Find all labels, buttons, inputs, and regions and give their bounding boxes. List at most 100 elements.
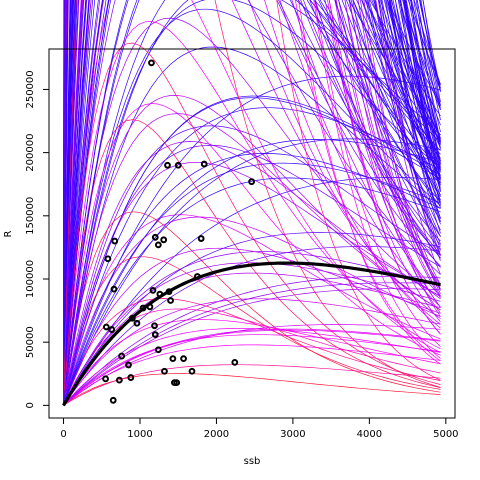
ensemble-curve — [63, 0, 441, 406]
ensemble-curve — [63, 328, 441, 406]
data-point — [139, 304, 147, 312]
ensemble-curve — [63, 0, 441, 406]
ensemble-curve — [63, 298, 441, 406]
ensemble-curve — [63, 144, 441, 406]
ensemble-curve — [63, 211, 441, 406]
data-point — [110, 285, 118, 293]
ensemble-curve — [63, 0, 441, 406]
ensemble-curve — [63, 0, 441, 406]
ensemble-curve — [63, 364, 441, 406]
x-axis-title: ssb — [244, 456, 261, 467]
data-point — [109, 396, 117, 404]
data-point — [151, 331, 159, 338]
data-point — [118, 352, 126, 360]
data-point — [174, 161, 182, 169]
ensemble-curve — [63, 0, 441, 406]
ensemble-curve — [63, 138, 441, 406]
data-point — [188, 367, 196, 375]
data-point — [133, 319, 141, 327]
ensemble-curve — [63, 0, 441, 406]
data-point — [173, 379, 181, 387]
ensemble-curve — [63, 0, 441, 406]
ensemble-curve — [63, 97, 441, 406]
data-point — [165, 288, 173, 296]
ensemble-curve — [63, 0, 441, 406]
ensemble-curve — [63, 0, 441, 406]
ensemble-curves — [63, 0, 441, 406]
ensemble-curve — [63, 0, 441, 406]
ensemble-curve — [63, 0, 441, 406]
ensemble-curve — [63, 328, 441, 406]
data-point — [248, 178, 256, 186]
y-tick-label: 100000 — [25, 260, 36, 298]
ensemble-curve — [63, 232, 441, 406]
data-point — [128, 314, 136, 322]
ensemble-curve — [63, 0, 441, 406]
x-tick-label: 2000 — [204, 429, 229, 440]
ensemble-curve — [63, 0, 441, 406]
ensemble-curve — [63, 0, 441, 406]
ensemble-curve — [63, 0, 441, 406]
ensemble-curve — [63, 0, 441, 406]
ensemble-curve — [63, 0, 441, 406]
ensemble-curve — [63, 216, 441, 406]
ensemble-curve — [63, 214, 441, 406]
x-tick-label: 0 — [60, 429, 66, 440]
ensemble-curve — [63, 0, 441, 406]
ensemble-curve — [63, 0, 441, 406]
ensemble-curve — [63, 0, 441, 406]
ensemble-curve — [63, 0, 441, 406]
ensemble-curve — [63, 0, 441, 406]
data-point — [125, 361, 132, 369]
y-tick-label: 200000 — [25, 134, 36, 172]
ensemble-curve — [63, 0, 441, 406]
data-point — [102, 375, 109, 383]
data-point — [154, 346, 162, 354]
ensemble-curve — [63, 0, 441, 406]
ensemble-curve — [63, 21, 441, 406]
data-point — [169, 355, 177, 363]
data-point — [154, 241, 162, 249]
data-point — [108, 326, 116, 333]
x-tick-label: 4000 — [357, 429, 382, 440]
data-point — [151, 322, 158, 330]
data-point — [180, 355, 187, 363]
ensemble-curve — [63, 0, 441, 406]
ensemble-curve — [63, 0, 441, 406]
data-point — [161, 367, 168, 375]
ensemble-curve — [63, 141, 441, 406]
ensemble-curve — [63, 0, 441, 406]
data-point — [151, 233, 159, 241]
y-tick-label: 250000 — [25, 70, 36, 108]
ensemble-curve — [63, 0, 441, 406]
ensemble-curve — [63, 0, 441, 406]
ensemble-curve — [63, 373, 441, 406]
data-point — [231, 358, 239, 366]
fitted-curve — [62, 261, 441, 407]
ensemble-curve — [63, 0, 441, 406]
ensemble-curve — [63, 0, 441, 406]
data-point — [127, 374, 135, 381]
ensemble-curve — [63, 0, 441, 406]
ensemble-curve — [63, 0, 441, 406]
data-point — [197, 235, 205, 242]
y-tick-label: 50000 — [25, 326, 36, 358]
ensemble-curve — [63, 107, 441, 406]
data-point — [200, 160, 208, 168]
ensemble-curve — [63, 113, 441, 406]
data-point — [148, 59, 155, 67]
ensemble-curve — [63, 0, 441, 406]
ensemble-curve — [63, 0, 441, 406]
ensemble-curve — [63, 0, 441, 406]
ensemble-curve — [63, 262, 441, 406]
ensemble-curve — [63, 139, 441, 406]
ensemble-curve — [63, 275, 441, 406]
y-tick-label: 150000 — [25, 197, 36, 235]
y-tick-label: 0 — [25, 402, 36, 408]
data-point — [102, 323, 110, 331]
ensemble-curve — [63, 272, 441, 406]
x-tick-label: 3000 — [280, 429, 305, 440]
data-point — [160, 236, 168, 244]
ensemble-curve — [63, 329, 441, 406]
ensemble-curve — [63, 298, 441, 406]
